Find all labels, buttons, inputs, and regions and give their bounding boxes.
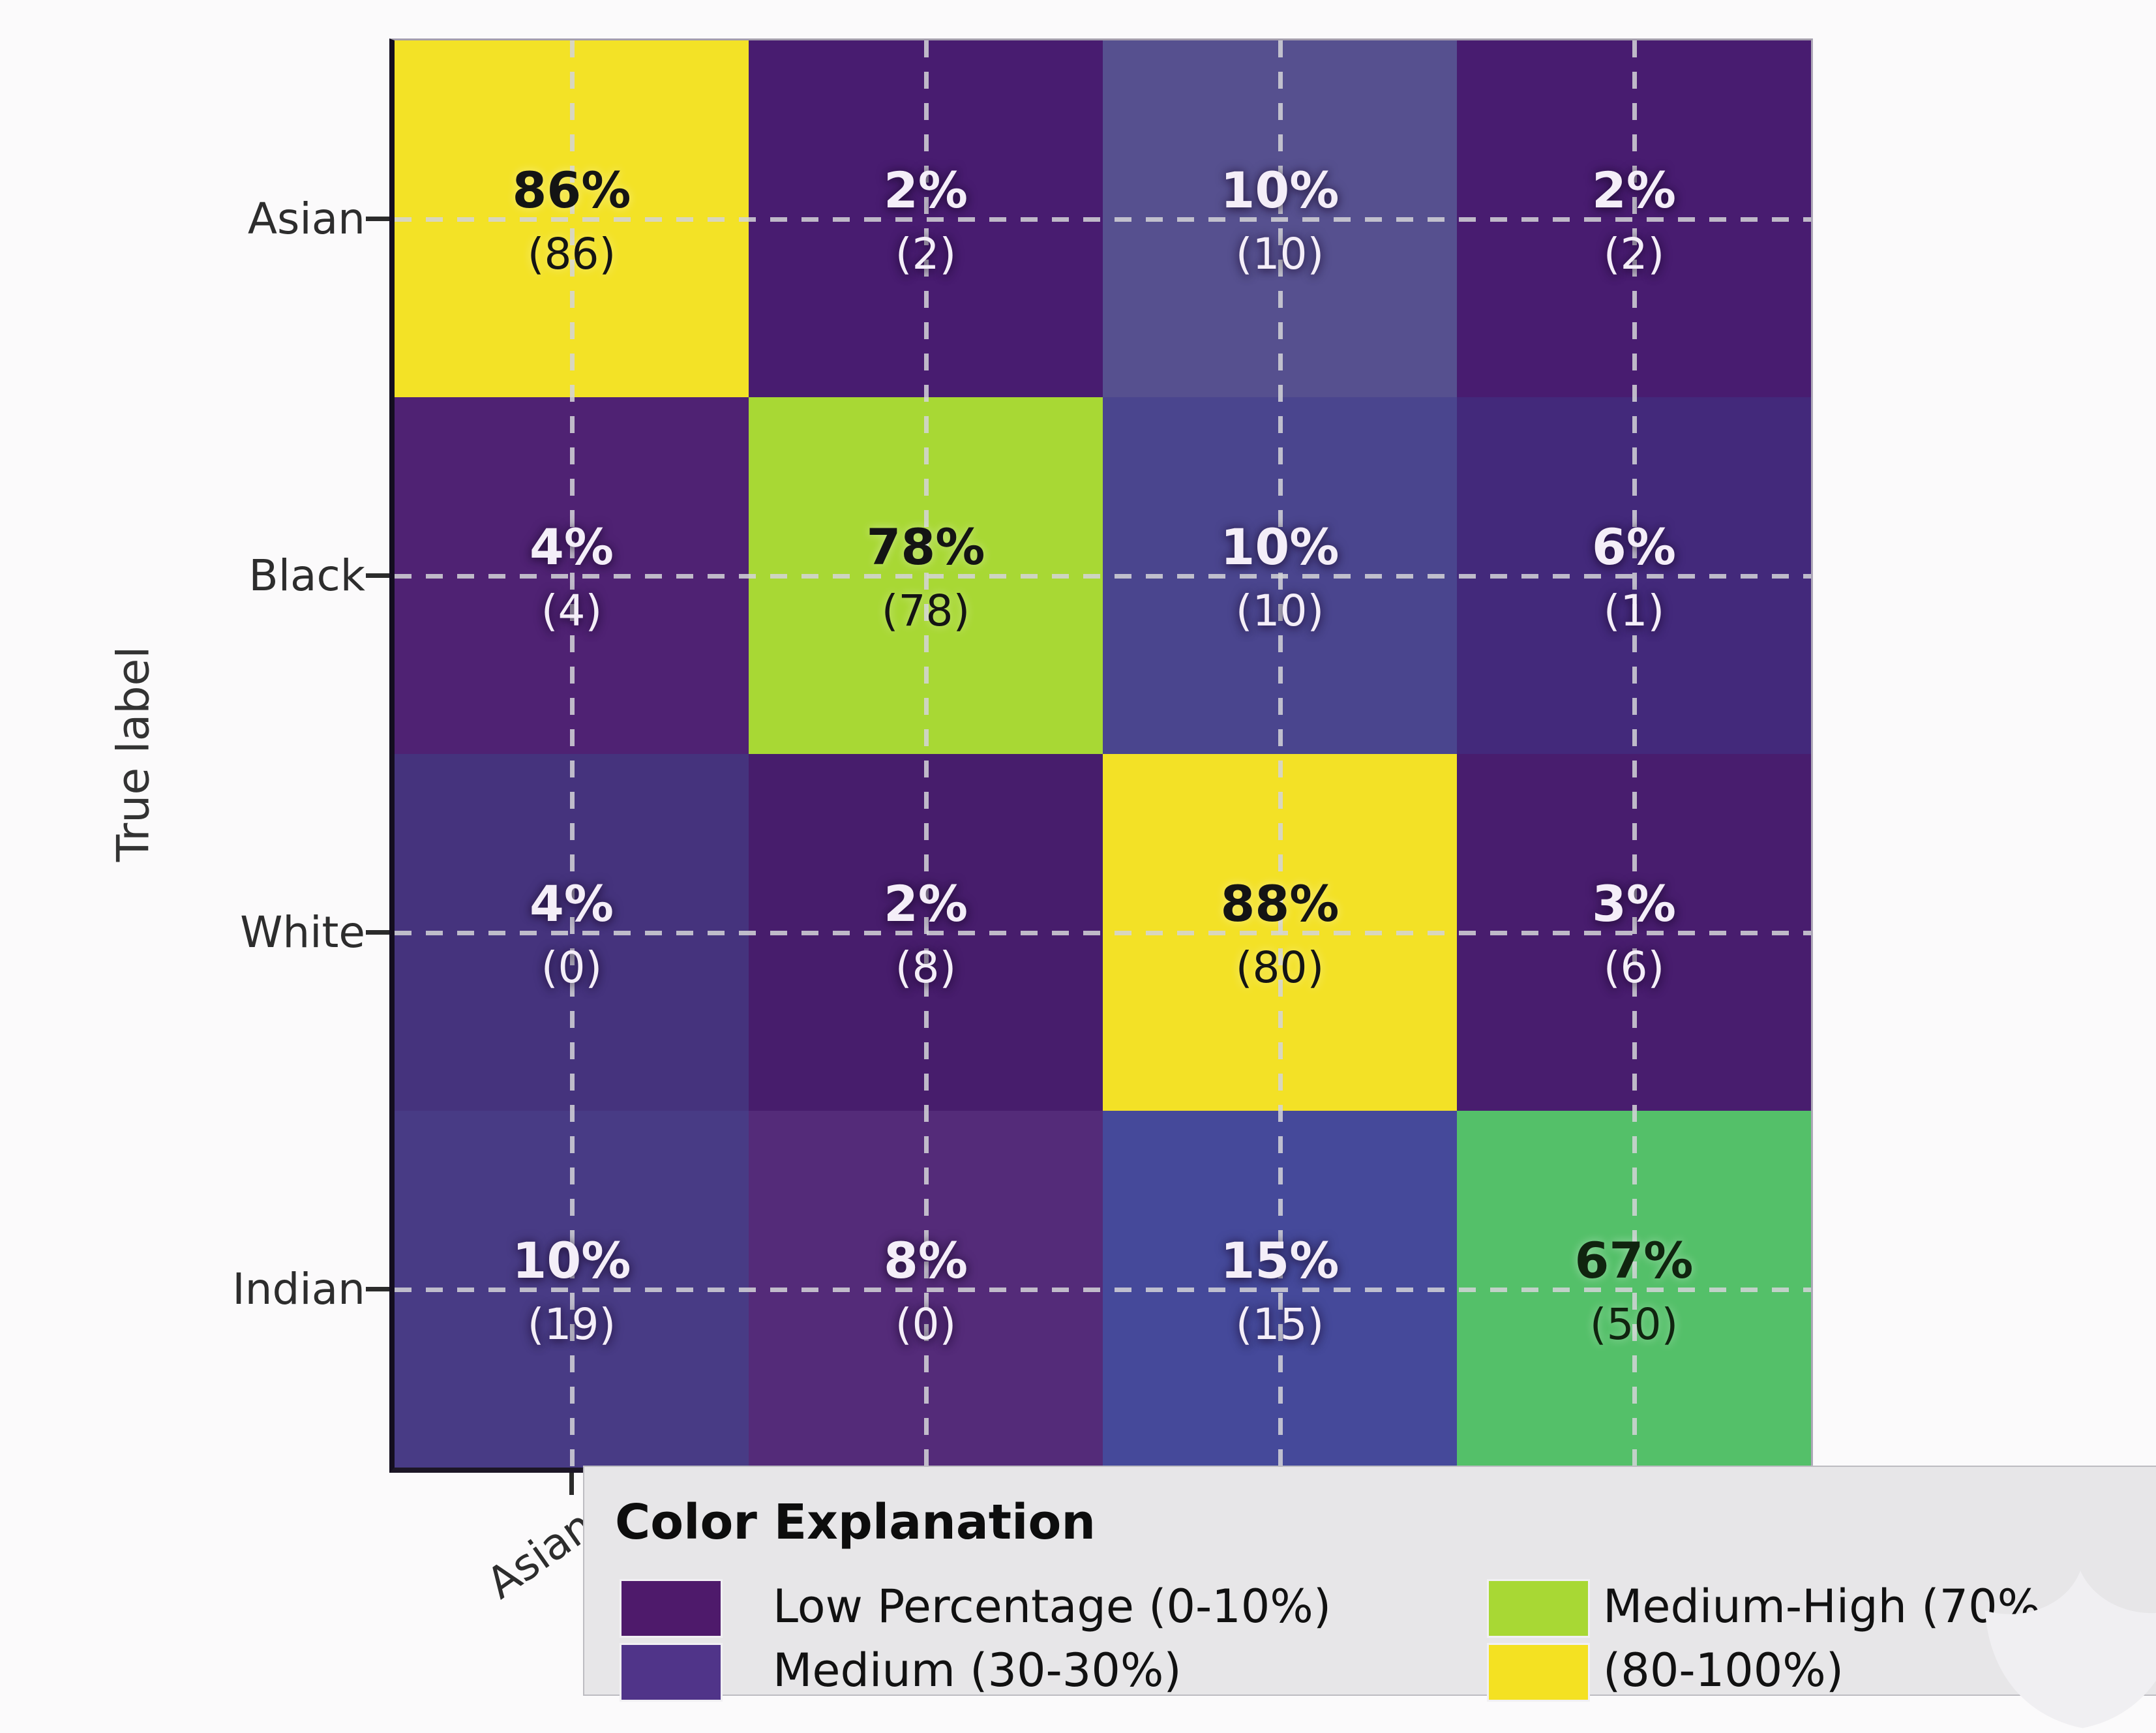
gridline-horizontal	[395, 573, 1811, 579]
x-tick-mark	[569, 1473, 574, 1495]
gridline-horizontal	[395, 1287, 1811, 1292]
y-tick-mark	[366, 573, 389, 578]
y-tick-label-indian: Indian	[232, 1264, 365, 1314]
cell-count: (80)	[1235, 942, 1325, 993]
cell-percentage: 4%	[529, 517, 614, 576]
y-axis-title: True label	[108, 646, 160, 862]
cell-count: (2)	[1603, 228, 1665, 279]
cell-percentage: 3%	[1591, 874, 1677, 933]
gridline-horizontal	[395, 217, 1811, 222]
cell-count: (2)	[895, 228, 957, 279]
y-tick-mark	[366, 217, 389, 221]
gridline-vertical	[1278, 40, 1283, 1468]
cell-count: (50)	[1589, 1299, 1679, 1349]
gridline-vertical	[1632, 40, 1637, 1468]
cell-percentage: 10%	[1220, 517, 1340, 576]
cell-count: (8)	[895, 942, 957, 993]
y-tick-mark	[366, 930, 389, 935]
cell-percentage: 88%	[1220, 874, 1340, 933]
cell-count: (10)	[1235, 585, 1325, 636]
cell-count: (86)	[527, 228, 616, 279]
cell-count: (4)	[541, 585, 603, 636]
legend-label-low: Low Percentage (0-10%)	[773, 1580, 1332, 1633]
y-tick-label-white: White	[240, 907, 365, 957]
cell-percentage: 86%	[512, 160, 631, 219]
cell-count: (10)	[1235, 228, 1325, 279]
cell-count: (1)	[1603, 585, 1665, 636]
gridline-vertical	[923, 40, 929, 1468]
cell-count: (0)	[895, 1299, 957, 1349]
cell-percentage: 78%	[866, 517, 985, 576]
cell-percentage: 2%	[1591, 160, 1677, 219]
y-tick-mark	[366, 1287, 389, 1291]
gridline-vertical	[569, 40, 575, 1468]
cell-percentage: 10%	[512, 1231, 631, 1289]
matrix-cell: 10% (10)	[1103, 40, 1457, 397]
cell-percentage: 6%	[1591, 517, 1677, 576]
legend: Color Explanation Low Percentage (0-10%)…	[583, 1466, 2156, 1702]
cell-percentage: 67%	[1574, 1231, 1694, 1289]
cell-percentage: 4%	[529, 874, 614, 933]
cell-count: (15)	[1235, 1299, 1325, 1349]
cell-count: (0)	[541, 942, 603, 993]
legend-swatch-medium-high	[1487, 1579, 1590, 1638]
confusion-matrix: 86% (86) 2% (2) 10% (10) 2% (2) 4% (4) 7…	[389, 38, 1813, 1473]
legend-label-medium-high: Medium-High (70%	[1603, 1580, 2041, 1633]
cell-percentage: 2%	[883, 874, 968, 933]
legend-title: Color Explanation	[615, 1494, 1096, 1550]
y-tick-label-asian: Asian	[247, 194, 365, 244]
legend-swatch-low	[620, 1579, 723, 1638]
legend-label-high: (80-100%)	[1603, 1644, 1844, 1697]
gridline-horizontal	[395, 930, 1811, 935]
legend-swatch-medium	[620, 1643, 723, 1702]
cell-percentage: 2%	[883, 160, 968, 219]
legend-label-medium: Medium (30-30%)	[773, 1644, 1182, 1697]
cell-count: (6)	[1603, 942, 1665, 993]
cell-percentage: 15%	[1220, 1231, 1340, 1289]
cell-percentage: 8%	[883, 1231, 968, 1289]
legend-swatch-high	[1487, 1643, 1590, 1702]
leaf-watermark-icon	[1984, 1571, 2156, 1728]
cell-count: (78)	[881, 585, 970, 636]
cell-percentage: 10%	[1220, 160, 1340, 219]
cell-count: (19)	[527, 1299, 616, 1349]
y-tick-label-black: Black	[248, 550, 365, 601]
